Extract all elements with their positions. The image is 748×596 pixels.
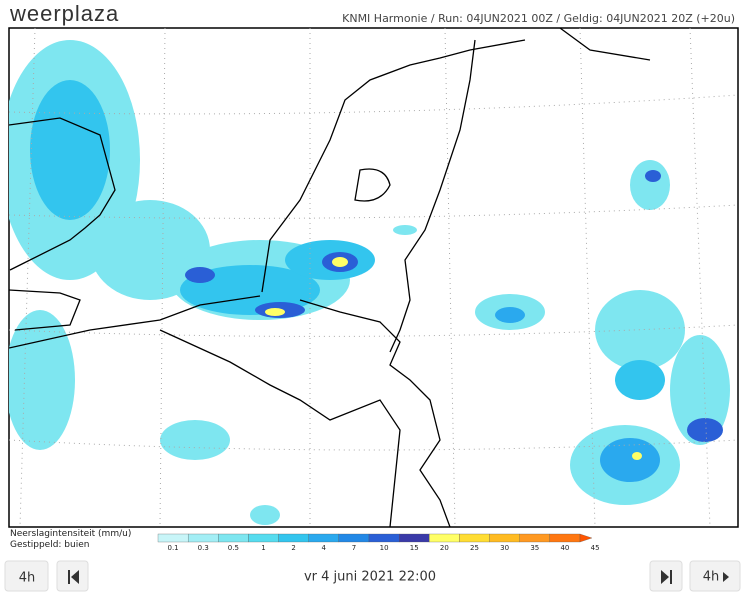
legend-label: 0.5 bbox=[228, 544, 239, 552]
legend-label: 0.1 bbox=[168, 544, 179, 552]
legend-label: 4 bbox=[322, 544, 327, 552]
legend-swatch bbox=[157, 533, 189, 543]
legend-label: 40 bbox=[560, 544, 569, 552]
legend-label: 20 bbox=[440, 544, 449, 552]
legend-swatch bbox=[218, 533, 249, 543]
legend-label: 2 bbox=[291, 544, 295, 552]
skip-forward-icon[interactable] bbox=[661, 570, 672, 584]
legend-label: 35 bbox=[530, 544, 539, 552]
legend-swatch bbox=[489, 533, 520, 543]
legend-swatch bbox=[308, 533, 340, 543]
legend-swatch bbox=[459, 533, 490, 543]
borders bbox=[9, 28, 651, 527]
step-forward-label[interactable]: 4h bbox=[703, 570, 720, 585]
step-back-button[interactable] bbox=[4, 560, 49, 592]
legend-swatch bbox=[187, 533, 219, 543]
legend-label: 25 bbox=[470, 544, 479, 552]
step-back-label[interactable]: 4h bbox=[19, 571, 36, 586]
legend-swatch bbox=[398, 533, 430, 543]
legend-swatch bbox=[429, 533, 460, 543]
legend-swatch bbox=[368, 533, 400, 543]
model-info: KNMI Harmonie / Run: 04JUN2021 00Z / Gel… bbox=[342, 12, 735, 25]
time-label: vr 4 juni 2021 22:00 bbox=[304, 570, 436, 585]
skip-back-icon[interactable] bbox=[68, 570, 79, 584]
step-forward-icon[interactable] bbox=[723, 572, 729, 582]
legend-label: 10 bbox=[380, 544, 389, 552]
legend-label: 1 bbox=[261, 544, 265, 552]
map bbox=[8, 27, 739, 528]
legend-swatch bbox=[278, 533, 309, 543]
legend-swatch bbox=[519, 533, 551, 543]
legend-note: Gestippeld: buien bbox=[10, 540, 89, 550]
legend-swatch bbox=[338, 533, 370, 543]
nav-bar: 4h vr 4 juni 2021 22:00 4h bbox=[4, 560, 741, 592]
legend-label: 0.3 bbox=[198, 544, 209, 552]
legend-arrow bbox=[579, 533, 593, 543]
step-forward-button[interactable] bbox=[689, 560, 741, 592]
logo: weerplaza bbox=[9, 1, 119, 26]
legend-label: 7 bbox=[352, 544, 356, 552]
legend-title: Neerslagintensiteit (mm/u) bbox=[10, 529, 131, 539]
graticule bbox=[9, 28, 738, 527]
legend-swatch bbox=[248, 533, 279, 543]
legend-label: 45 bbox=[591, 544, 600, 552]
legend: 0.1 0.3 0.5 1 2 4 7 10 15 20 25 30 35 40 45 bbox=[157, 533, 600, 552]
legend-label: 15 bbox=[410, 544, 419, 552]
legend-label: 30 bbox=[500, 544, 509, 552]
legend-swatch bbox=[549, 533, 581, 543]
